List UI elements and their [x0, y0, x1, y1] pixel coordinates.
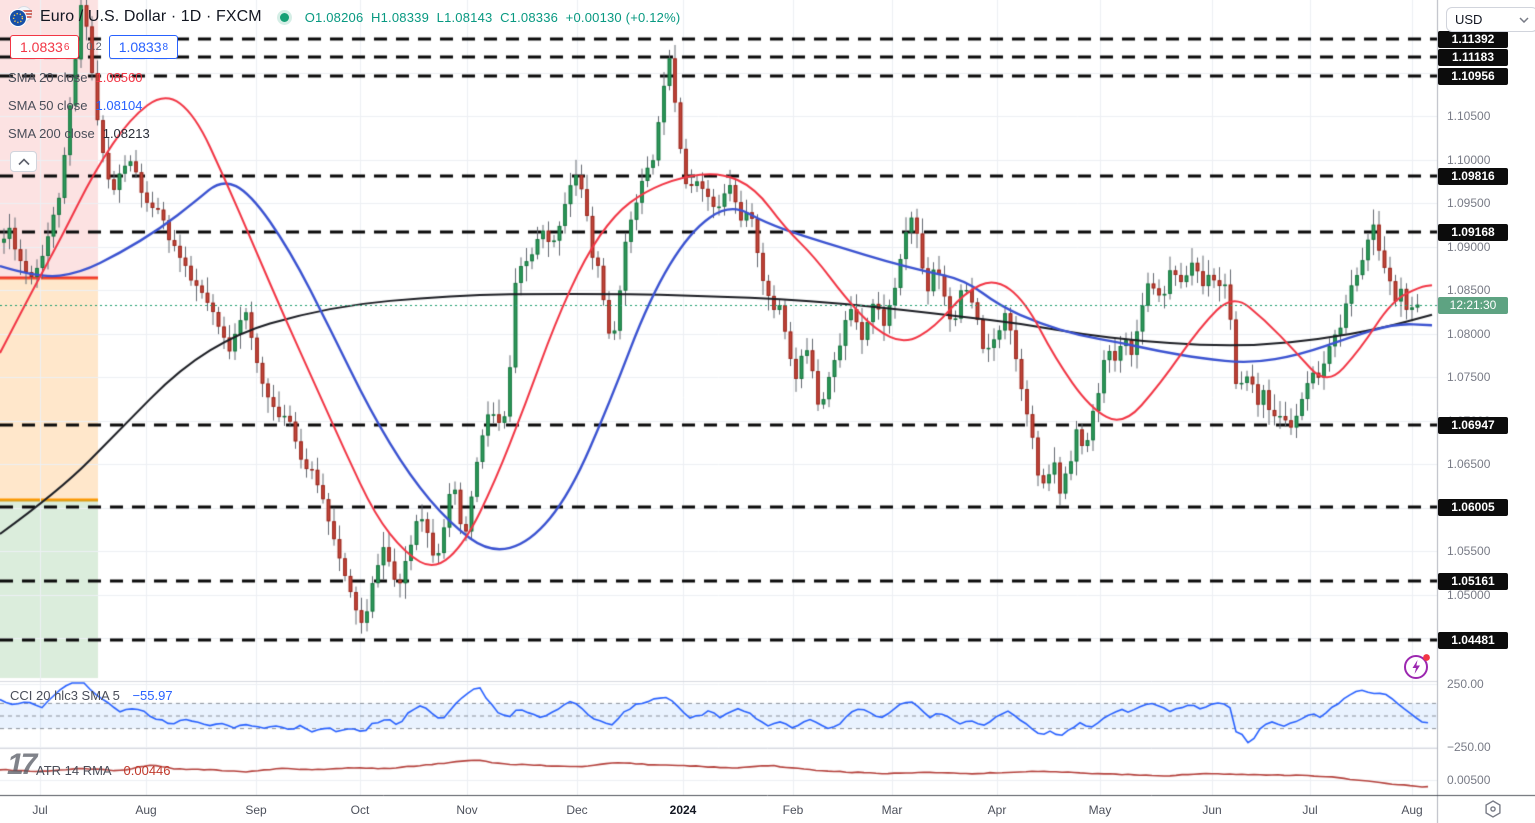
sma200-value: 1.08213 [102, 125, 150, 141]
cci-tick-label: 250.00 [1447, 677, 1484, 691]
market-open-dot-icon[interactable] [279, 12, 289, 22]
price-level-badge: 1.11183 [1438, 48, 1508, 66]
month-label: 2024 [669, 803, 697, 817]
bid-value: 1.0833 [20, 39, 63, 55]
price-level-badge: 1.06947 [1438, 416, 1508, 434]
price-level-badge: 1.10956 [1438, 67, 1508, 85]
currency-unit-selector[interactable]: USD [1446, 7, 1535, 32]
month-label: Jul [1302, 803, 1318, 817]
price-tick-label: 1.09000 [1447, 240, 1491, 254]
time-scale[interactable]: Jul Aug Sep Oct Nov Dec 2024 Feb Mar Apr May Jun Jul… [0, 796, 1437, 823]
sell-price-button[interactable]: 1.0833 6 [10, 35, 80, 59]
sma20-value: 1.08560 [95, 69, 143, 85]
price-level-badge: 1.11392 [1438, 30, 1508, 48]
collapse-legend-button[interactable] [10, 151, 37, 172]
lightning-button[interactable] [1402, 651, 1432, 681]
cci-legend-row[interactable]: CCI 20 hlc3 SMA 5 −55.97 [10, 688, 173, 703]
bid-pip-digit: 6 [63, 41, 70, 53]
symbol-title[interactable]: Euro / U.S. Dollar · 1D · FXCM [40, 8, 262, 25]
month-label: Jul [32, 803, 48, 817]
price-level-badge: 1.06005 [1438, 498, 1508, 516]
chart-legend: Euro / U.S. Dollar · 1D · FXCM O1.08206 … [8, 6, 680, 172]
month-label: Aug [135, 803, 157, 817]
price-level-badge: 1.09816 [1438, 167, 1508, 185]
bar-countdown-badge: 12:21:30 [1438, 296, 1508, 314]
price-scale[interactable]: USD 1.10500 1.10000 1.09500 1.09000 1.08500 1… [1437, 0, 1535, 823]
month-label: Apr [987, 803, 1007, 817]
atr-legend-row[interactable]: ATR 14 RMA 0.00446 [36, 763, 171, 778]
ohlc-values: O1.08206 H1.08339 L1.08143 C1.08336 +0.0… [304, 9, 681, 25]
price-tick-label: 1.05500 [1447, 544, 1491, 558]
cci-value: −55.97 [132, 688, 173, 703]
price-tick-label: 1.10500 [1447, 109, 1491, 123]
cci-tick-label: −250.00 [1447, 740, 1491, 754]
month-label: May [1088, 803, 1112, 817]
sma50-value: 1.08104 [95, 97, 143, 113]
ask-value: 1.0833 [118, 39, 162, 55]
price-tick-label: 1.08000 [1447, 327, 1491, 341]
price-scale-settings-icon[interactable] [1483, 799, 1503, 823]
chevron-up-icon [17, 157, 30, 165]
price-tick-label: 1.09500 [1447, 196, 1491, 210]
month-label: Jun [1202, 803, 1222, 817]
atr-tick-label: 0.00500 [1447, 773, 1491, 787]
month-label: Feb [782, 803, 804, 817]
month-label: Aug [1401, 803, 1423, 817]
sma20-legend-row[interactable]: SMA 20 close 1.08560 [8, 65, 680, 89]
price-tick-label: 1.06500 [1447, 457, 1491, 471]
sma200-label: SMA 200 close [8, 125, 95, 141]
price-level-badge: 1.09168 [1438, 223, 1508, 241]
currency-unit-label: USD [1455, 12, 1483, 27]
month-label: Nov [456, 803, 478, 817]
month-label: Dec [566, 803, 588, 817]
month-label: Sep [245, 803, 267, 817]
month-label: Mar [881, 803, 903, 817]
lightning-bolt-icon [1404, 654, 1430, 679]
atr-value: 0.00446 [123, 763, 171, 778]
cci-label: CCI 20 hlc3 SMA 5 [10, 688, 120, 703]
sma200-legend-row[interactable]: SMA 200 close 1.08213 [8, 121, 680, 145]
price-tick-label: 1.10000 [1447, 153, 1491, 167]
month-label: Oct [350, 803, 370, 817]
currency-pair-flag-icon [8, 6, 34, 28]
ask-pip-digit: 8 [162, 41, 169, 53]
price-level-badge: 1.04481 [1438, 631, 1508, 649]
spread-value: 0.2 [86, 41, 102, 53]
price-level-badge: 1.05161 [1438, 572, 1508, 590]
sma50-legend-row[interactable]: SMA 50 close 1.08104 [8, 93, 680, 117]
buy-price-button[interactable]: 1.0833 8 [108, 35, 179, 59]
tradingview-logo-watermark: 17 [7, 748, 37, 781]
sma50-label: SMA 50 close [8, 97, 88, 113]
chevron-down-icon [1519, 16, 1529, 23]
atr-label: ATR 14 RMA [36, 763, 111, 778]
price-tick-label: 1.08500 [1447, 283, 1491, 297]
price-tick-label: 1.07500 [1447, 370, 1491, 384]
price-tick-label: 1.05000 [1447, 588, 1491, 602]
sma20-label: SMA 20 close [8, 69, 88, 85]
